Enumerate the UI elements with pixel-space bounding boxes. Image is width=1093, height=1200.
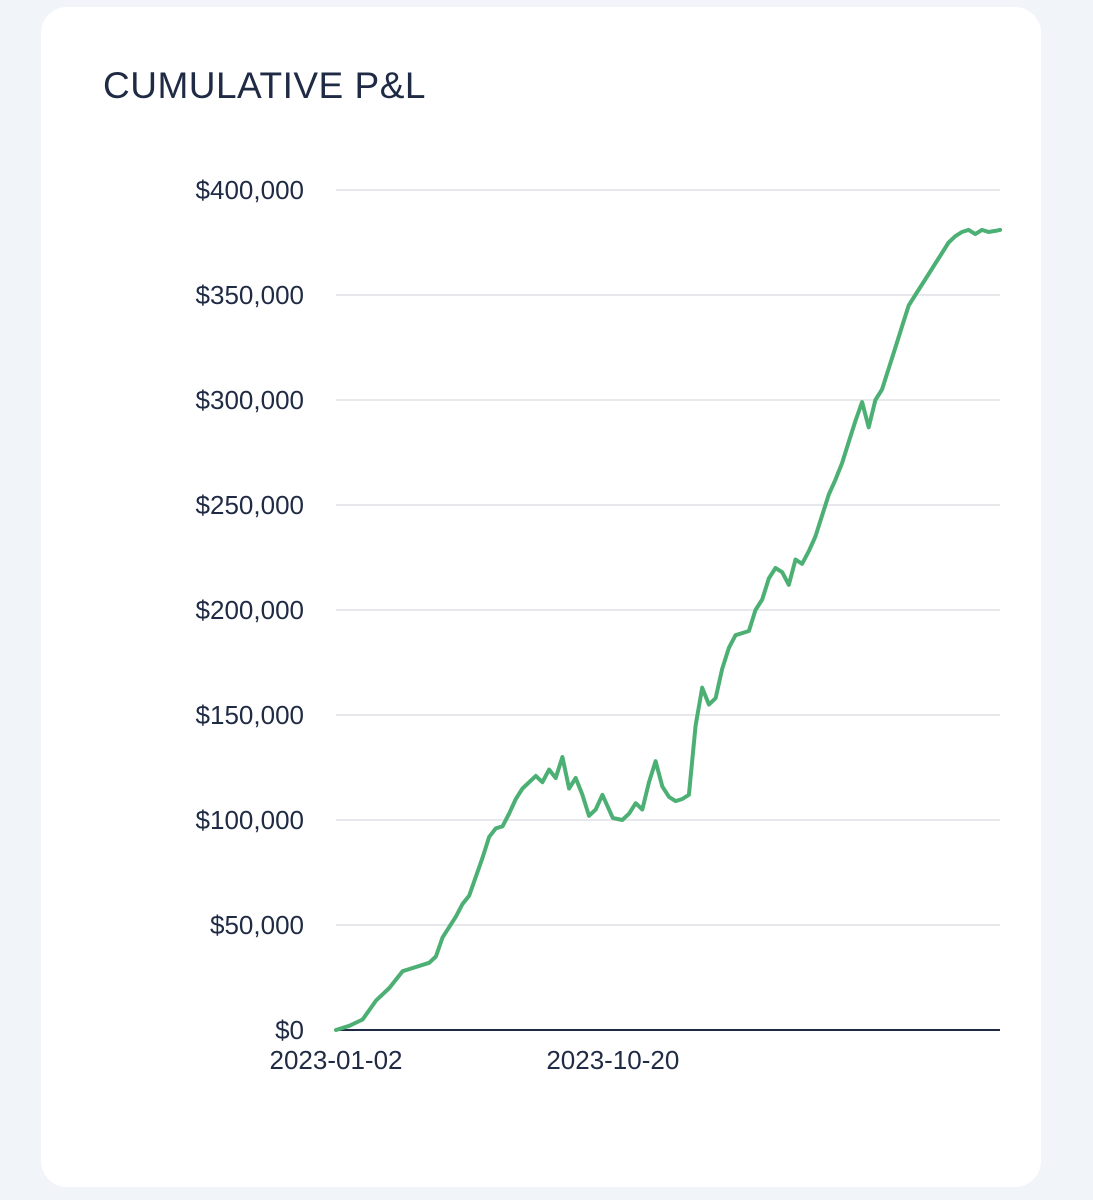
y-tick-label: $100,000 (196, 805, 304, 835)
pnl-series-line (334, 227, 1002, 1032)
card-title: CUMULATIVE P&L (103, 65, 426, 106)
x-tick-label: 2023-10-20 (546, 1045, 679, 1075)
y-tick-label: $50,000 (210, 910, 304, 940)
y-tick-label: $400,000 (196, 175, 304, 205)
y-tick-label: $350,000 (196, 280, 304, 310)
y-tick-label: $0 (275, 1015, 304, 1045)
y-tick-label: $250,000 (196, 490, 304, 520)
y-tick-label: $300,000 (196, 385, 304, 415)
y-tick-label: $150,000 (196, 700, 304, 730)
pnl-card: CUMULATIVE P&L (41, 7, 1041, 1187)
x-tick-label: 2023-01-02 (270, 1045, 403, 1075)
y-tick-label: $200,000 (196, 595, 304, 625)
